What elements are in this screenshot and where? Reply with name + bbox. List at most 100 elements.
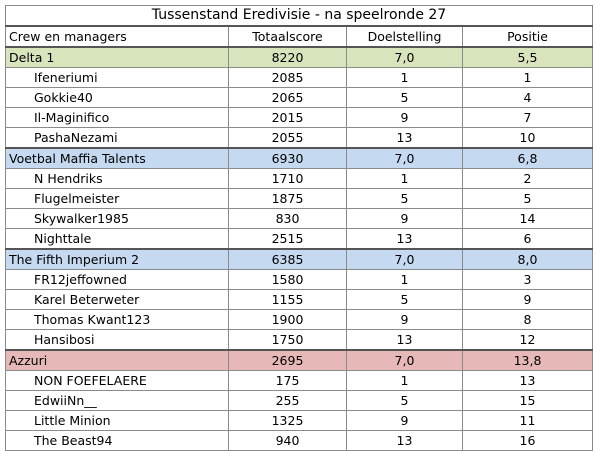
manager-positie-cell[interactable]: 9	[462, 289, 593, 310]
header-crew[interactable]: Crew en managers	[5, 25, 229, 48]
manager-positie-cell[interactable]: 3	[462, 269, 593, 290]
crew-totaalscore-cell[interactable]: 6385	[228, 248, 347, 270]
manager-name-cell[interactable]: Nighttale	[5, 228, 229, 250]
manager-row: Ifeneriumi 2085 1 1	[5, 67, 593, 88]
manager-totaalscore-cell[interactable]: 1580	[228, 269, 347, 290]
manager-doelstelling-cell[interactable]: 1	[346, 67, 463, 88]
title-row: Tussenstand Eredivisie - na speelronde 2…	[5, 5, 593, 27]
crew-name-cell[interactable]: Azzuri	[5, 349, 229, 371]
manager-totaalscore-cell[interactable]: 1710	[228, 168, 347, 189]
crew-row: Voetbal Maffia Talents 6930 7,0 6,8	[5, 147, 593, 169]
manager-name-cell[interactable]: Gokkie40	[5, 87, 229, 108]
manager-totaalscore-cell[interactable]: 1900	[228, 309, 347, 330]
manager-positie-cell[interactable]: 14	[462, 208, 593, 229]
header-doelstelling[interactable]: Doelstelling	[346, 25, 463, 48]
manager-totaalscore-cell[interactable]: 1325	[228, 410, 347, 431]
crew-name-cell[interactable]: Delta 1	[5, 46, 229, 68]
manager-totaalscore-cell[interactable]: 255	[228, 390, 347, 411]
manager-doelstelling-cell[interactable]: 1	[346, 168, 463, 189]
manager-name-cell[interactable]: The Beast94	[5, 430, 229, 451]
manager-name-cell[interactable]: PashaNezami	[5, 127, 229, 149]
crew-positie-cell[interactable]: 6,8	[462, 147, 593, 169]
crew-doelstelling-cell[interactable]: 7,0	[346, 349, 463, 371]
manager-totaalscore-cell[interactable]: 940	[228, 430, 347, 451]
manager-doelstelling-cell[interactable]: 9	[346, 309, 463, 330]
crew-row: Azzuri 2695 7,0 13,8	[5, 349, 593, 371]
header-totaalscore[interactable]: Totaalscore	[228, 25, 347, 48]
crew-doelstelling-cell[interactable]: 7,0	[346, 46, 463, 68]
manager-row: PashaNezami 2055 13 10	[5, 127, 593, 149]
manager-totaalscore-cell[interactable]: 2085	[228, 67, 347, 88]
manager-doelstelling-cell[interactable]: 13	[346, 127, 463, 149]
standings-table: Tussenstand Eredivisie - na speelronde 2…	[5, 5, 593, 451]
manager-row: Karel Beterweter 1155 5 9	[5, 289, 593, 310]
manager-name-cell[interactable]: Skywalker1985	[5, 208, 229, 229]
manager-name-cell[interactable]: NON FOEFELAERE	[5, 370, 229, 391]
crew-row: The Fifth Imperium 2 6385 7,0 8,0	[5, 248, 593, 270]
manager-row: NON FOEFELAERE 175 1 13	[5, 370, 593, 391]
manager-positie-cell[interactable]: 7	[462, 107, 593, 128]
manager-positie-cell[interactable]: 8	[462, 309, 593, 330]
manager-name-cell[interactable]: Flugelmeister	[5, 188, 229, 209]
manager-totaalscore-cell[interactable]: 2015	[228, 107, 347, 128]
manager-positie-cell[interactable]: 16	[462, 430, 593, 451]
manager-doelstelling-cell[interactable]: 5	[346, 87, 463, 108]
manager-row: N Hendriks 1710 1 2	[5, 168, 593, 189]
manager-name-cell[interactable]: Hansibosi	[5, 329, 229, 351]
manager-row: Il-Maginifico 2015 9 7	[5, 107, 593, 128]
manager-doelstelling-cell[interactable]: 13	[346, 430, 463, 451]
crew-positie-cell[interactable]: 8,0	[462, 248, 593, 270]
manager-totaalscore-cell[interactable]: 175	[228, 370, 347, 391]
manager-positie-cell[interactable]: 10	[462, 127, 593, 149]
manager-positie-cell[interactable]: 6	[462, 228, 593, 250]
manager-doelstelling-cell[interactable]: 1	[346, 370, 463, 391]
manager-positie-cell[interactable]: 1	[462, 67, 593, 88]
manager-doelstelling-cell[interactable]: 13	[346, 329, 463, 351]
manager-name-cell[interactable]: Little Minion	[5, 410, 229, 431]
manager-name-cell[interactable]: Il-Maginifico	[5, 107, 229, 128]
manager-totaalscore-cell[interactable]: 1155	[228, 289, 347, 310]
manager-positie-cell[interactable]: 15	[462, 390, 593, 411]
manager-doelstelling-cell[interactable]: 5	[346, 390, 463, 411]
crew-name-cell[interactable]: Voetbal Maffia Talents	[5, 147, 229, 169]
crew-row: Delta 1 8220 7,0 5,5	[5, 46, 593, 68]
manager-positie-cell[interactable]: 4	[462, 87, 593, 108]
manager-totaalscore-cell[interactable]: 2055	[228, 127, 347, 149]
crew-totaalscore-cell[interactable]: 2695	[228, 349, 347, 371]
manager-doelstelling-cell[interactable]: 5	[346, 188, 463, 209]
crew-totaalscore-cell[interactable]: 6930	[228, 147, 347, 169]
crew-totaalscore-cell[interactable]: 8220	[228, 46, 347, 68]
manager-positie-cell[interactable]: 2	[462, 168, 593, 189]
manager-name-cell[interactable]: Ifeneriumi	[5, 67, 229, 88]
manager-totaalscore-cell[interactable]: 2065	[228, 87, 347, 108]
manager-totaalscore-cell[interactable]: 2515	[228, 228, 347, 250]
manager-totaalscore-cell[interactable]: 1875	[228, 188, 347, 209]
manager-row: Flugelmeister 1875 5 5	[5, 188, 593, 209]
crew-name-cell[interactable]: The Fifth Imperium 2	[5, 248, 229, 270]
crew-positie-cell[interactable]: 13,8	[462, 349, 593, 371]
crew-doelstelling-cell[interactable]: 7,0	[346, 147, 463, 169]
manager-totaalscore-cell[interactable]: 830	[228, 208, 347, 229]
manager-positie-cell[interactable]: 11	[462, 410, 593, 431]
manager-row: Thomas Kwant123 1900 9 8	[5, 309, 593, 330]
table-title[interactable]: Tussenstand Eredivisie - na speelronde 2…	[5, 5, 593, 27]
manager-name-cell[interactable]: Thomas Kwant123	[5, 309, 229, 330]
crew-positie-cell[interactable]: 5,5	[462, 46, 593, 68]
manager-name-cell[interactable]: N Hendriks	[5, 168, 229, 189]
manager-doelstelling-cell[interactable]: 9	[346, 410, 463, 431]
manager-positie-cell[interactable]: 13	[462, 370, 593, 391]
manager-totaalscore-cell[interactable]: 1750	[228, 329, 347, 351]
manager-positie-cell[interactable]: 12	[462, 329, 593, 351]
manager-doelstelling-cell[interactable]: 1	[346, 269, 463, 290]
manager-row: Little Minion 1325 9 11	[5, 410, 593, 431]
manager-name-cell[interactable]: FR12jeffowned	[5, 269, 229, 290]
manager-name-cell[interactable]: EdwiiNn__	[5, 390, 229, 411]
manager-name-cell[interactable]: Karel Beterweter	[5, 289, 229, 310]
manager-doelstelling-cell[interactable]: 9	[346, 208, 463, 229]
manager-doelstelling-cell[interactable]: 5	[346, 289, 463, 310]
manager-doelstelling-cell[interactable]: 9	[346, 107, 463, 128]
crew-doelstelling-cell[interactable]: 7,0	[346, 248, 463, 270]
manager-doelstelling-cell[interactable]: 13	[346, 228, 463, 250]
manager-positie-cell[interactable]: 5	[462, 188, 593, 209]
header-positie[interactable]: Positie	[462, 25, 593, 48]
